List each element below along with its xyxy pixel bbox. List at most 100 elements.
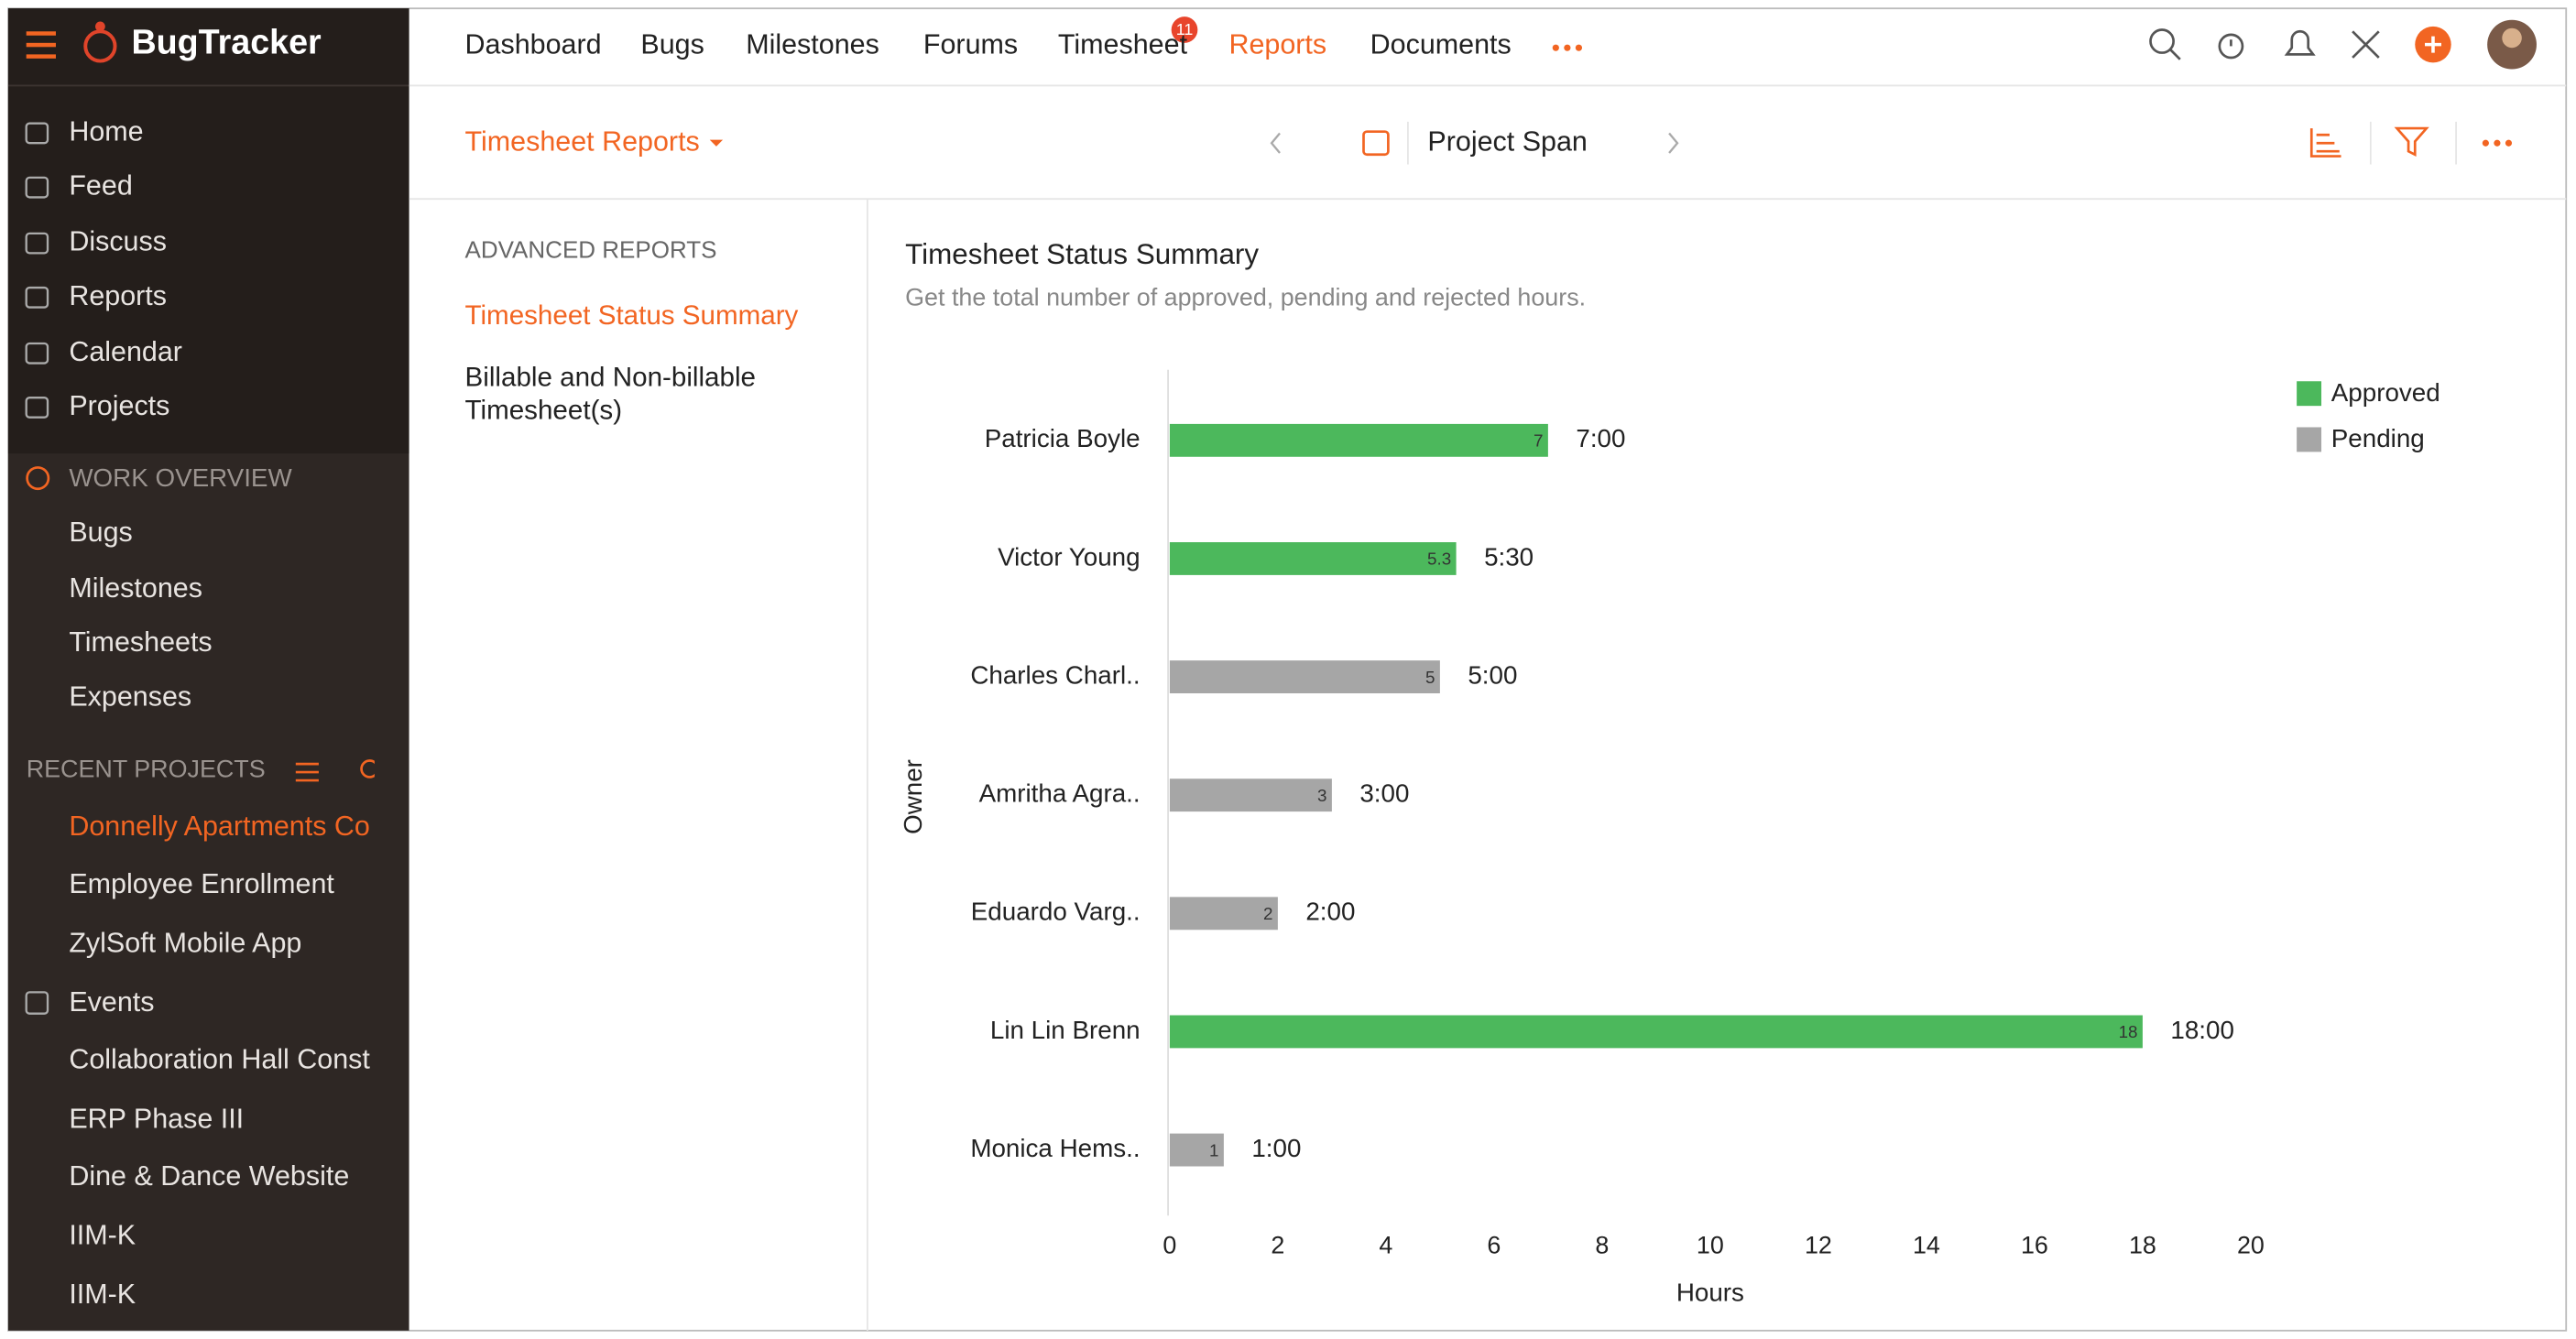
bar-label: 5.3 <box>1427 550 1451 569</box>
x-axis-label: Hours <box>1676 1279 1744 1307</box>
more-nav[interactable] <box>1552 44 1583 51</box>
view-icons[interactable] <box>2309 121 2513 165</box>
event-item[interactable]: IIM-K <box>69 1279 136 1310</box>
legend-swatch[interactable] <box>2297 381 2322 407</box>
event-item[interactable]: Collaboration Hall Const <box>69 1044 370 1075</box>
report-list-title: ADVANCED REPORTS <box>465 235 717 263</box>
bar <box>1169 542 1457 575</box>
hour-label: 5:30 <box>1484 542 1534 571</box>
event-item[interactable]: Dine & Dance Website <box>69 1160 349 1192</box>
section-title: RECENT PROJECTS <box>27 755 266 782</box>
bar <box>1169 660 1440 694</box>
x-tick-label: 8 <box>1595 1231 1609 1258</box>
bar-label: 2 <box>1263 904 1272 923</box>
calendar-icon[interactable] <box>1362 130 1390 157</box>
legend-swatch[interactable] <box>2297 427 2322 452</box>
nav-item[interactable]: Bugs <box>69 517 132 548</box>
next[interactable] <box>1668 132 1679 154</box>
hour-label: 3:00 <box>1359 779 1409 808</box>
menu-icon[interactable] <box>26 31 56 59</box>
hour-label: 1:00 <box>1251 1134 1301 1162</box>
y-tick-label: Amritha Agra.. <box>979 779 1141 808</box>
y-tick-label: Monica Hems.. <box>970 1134 1140 1162</box>
nav-item[interactable]: Discuss <box>69 226 167 257</box>
nav-item[interactable]: Timesheets <box>69 626 212 658</box>
y-axis-label: Owner <box>899 759 927 834</box>
nav-icon <box>25 397 49 419</box>
bar-label: 5 <box>1425 668 1435 687</box>
nav-icon <box>25 232 49 255</box>
filter-icon[interactable] <box>295 762 319 782</box>
x-tick-label: 14 <box>1913 1231 1940 1258</box>
legend-label[interactable]: Approved <box>2331 378 2440 407</box>
toolbar-icons[interactable] <box>2149 19 2537 70</box>
top-nav-item[interactable]: Milestones <box>746 28 879 60</box>
x-tick-label: 12 <box>1805 1231 1832 1258</box>
nav-icon <box>25 176 49 199</box>
bar <box>1169 423 1548 457</box>
bar <box>1169 1133 1224 1167</box>
bar <box>1169 1015 2143 1049</box>
dropdown-caret[interactable] <box>709 139 724 147</box>
bar-label: 18 <box>2119 1022 2138 1041</box>
search-icon[interactable] <box>360 759 378 778</box>
bar-label: 3 <box>1317 786 1326 805</box>
top-nav-item[interactable]: Dashboard <box>465 28 602 60</box>
y-tick-label: Eduardo Varg.. <box>971 898 1141 926</box>
chart-subtitle: Get the total number of approved, pendin… <box>905 284 1586 311</box>
report-item-box: Billable and Non-billable Timesheet(s) <box>464 363 757 426</box>
top-nav-item[interactable]: Forums <box>923 28 1018 60</box>
nav-item[interactable]: Home <box>69 116 143 147</box>
section-icon <box>26 466 50 491</box>
legend-label[interactable]: Pending <box>2331 424 2425 452</box>
nav-item[interactable]: Events <box>69 986 154 1018</box>
section-title[interactable]: WORK OVERVIEW <box>69 463 292 492</box>
top-nav-item[interactable]: Timesheet <box>1058 28 1188 60</box>
nav-icon <box>25 286 49 309</box>
prev[interactable] <box>1270 132 1281 154</box>
nav-icon <box>25 342 49 365</box>
chart-title: Timesheet Status Summary <box>905 238 1259 270</box>
x-tick-label: 0 <box>1162 1231 1176 1258</box>
nav-item[interactable]: Projects <box>69 390 169 421</box>
x-tick-label: 16 <box>2021 1231 2048 1258</box>
top-nav-item[interactable]: Reports <box>1228 28 1326 60</box>
badge <box>1171 16 1198 43</box>
x-tick-label: 18 <box>2129 1231 2156 1258</box>
top-nav-item[interactable]: Bugs <box>640 28 704 60</box>
x-tick-label: 20 <box>2237 1231 2265 1258</box>
event-item[interactable]: IIM-K <box>69 1220 136 1251</box>
hour-label: 2:00 <box>1305 898 1355 926</box>
bar <box>1169 778 1332 812</box>
project-item[interactable]: Employee Enrollment <box>69 868 334 899</box>
x-tick-label: 6 <box>1487 1231 1501 1258</box>
x-tick-label: 4 <box>1379 1231 1392 1258</box>
nav-item[interactable]: Calendar <box>69 336 182 367</box>
project-item[interactable]: ZylSoft Mobile App <box>69 927 301 958</box>
nav-item[interactable]: Feed <box>69 170 132 201</box>
period[interactable]: Project Span <box>1427 125 1587 157</box>
y-tick-label: Charles Charl.. <box>970 660 1140 689</box>
app-name: BugTracker <box>131 23 322 61</box>
nav-icon <box>25 122 49 145</box>
badge-count: 11 <box>1176 20 1194 38</box>
hour-label: 5:00 <box>1468 660 1517 689</box>
nav-item[interactable]: Expenses <box>69 680 191 712</box>
sidebar-items: Home Feed Discuss Reports Calendar Projects WO… <box>25 116 378 1310</box>
events-icon <box>25 991 49 1015</box>
top-nav-item[interactable]: Documents <box>1370 28 1512 60</box>
report-item[interactable]: Timesheet Status Summary <box>465 300 799 331</box>
hour-label: 7:00 <box>1576 424 1625 452</box>
report-menu[interactable]: Timesheet Reports <box>465 125 700 157</box>
project-item[interactable]: Donnelly Apartments Co <box>69 811 370 842</box>
report-item[interactable]: Billable and Non-billable Timesheet(s) <box>464 363 757 426</box>
y-tick-label: Lin Lin Brenn <box>990 1016 1141 1044</box>
bar-label: 7 <box>1534 431 1543 451</box>
x-tick-label: 10 <box>1697 1231 1724 1258</box>
bar-label: 1 <box>1209 1140 1218 1159</box>
nav-item[interactable]: Reports <box>69 280 167 311</box>
x-tick-label: 2 <box>1271 1231 1284 1258</box>
nav-item[interactable]: Milestones <box>69 572 202 604</box>
event-item[interactable]: ERP Phase III <box>69 1103 244 1134</box>
